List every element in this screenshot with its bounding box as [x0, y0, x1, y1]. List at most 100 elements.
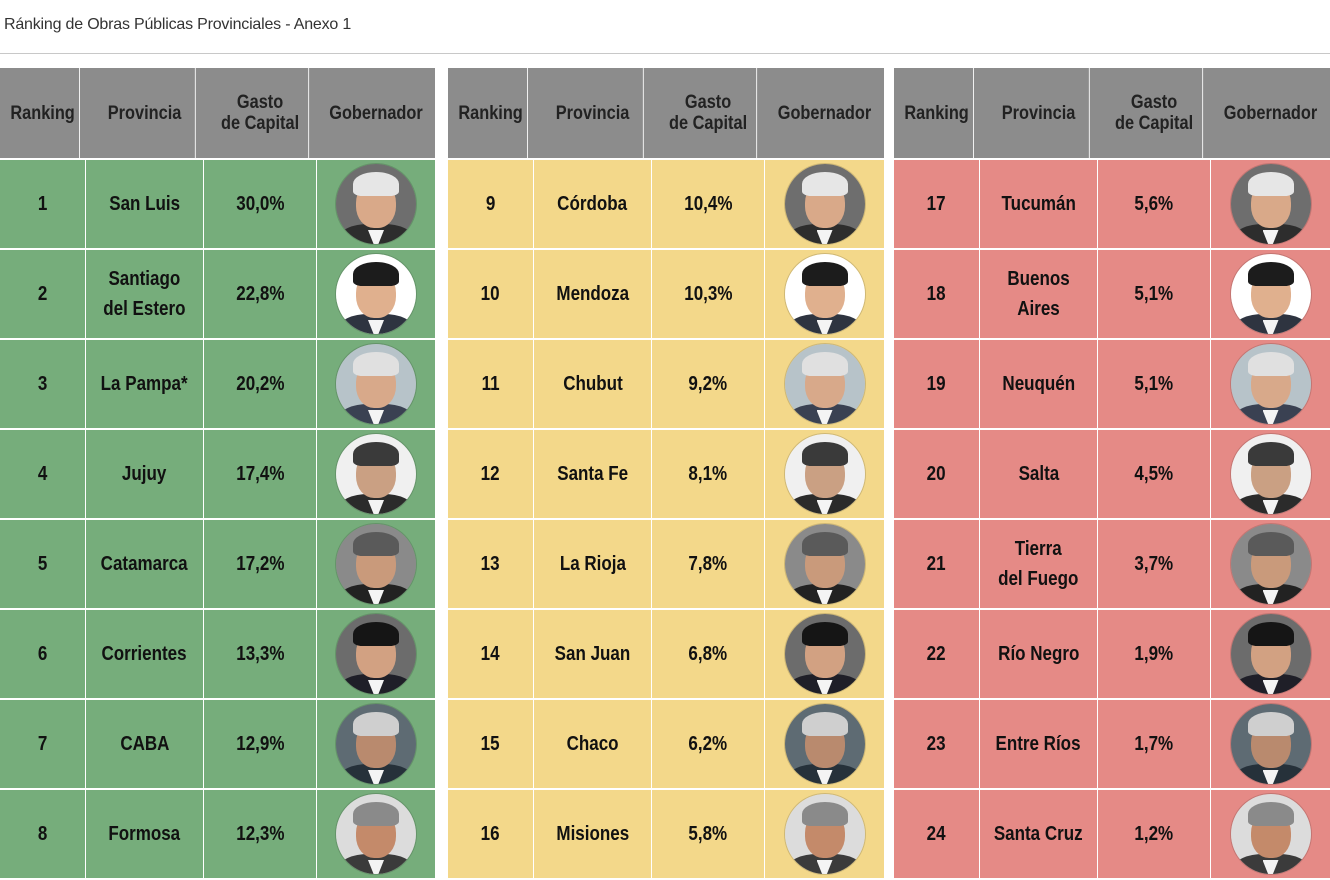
avatar	[1230, 614, 1311, 694]
table-row: 13 La Rioja 7,8%	[448, 520, 884, 610]
table-row: 2 Santiago del Estero 22,8%	[0, 250, 435, 340]
provincia-value: San Luis	[109, 193, 180, 215]
gasto-value: 10,4%	[683, 193, 733, 215]
gasto-cell: 9,2%	[652, 340, 765, 428]
rank-cell: 1	[0, 160, 86, 248]
table-header: Ranking Provincia Gasto de Capital Gobernad…	[448, 68, 884, 160]
provincia-cell: Santa Fe	[534, 430, 652, 518]
header-gasto: Gasto de Capital	[660, 68, 758, 158]
rank-cell: 23	[894, 700, 980, 788]
gasto-cell: 22,8%	[204, 250, 317, 338]
rank-value: 20	[927, 463, 946, 485]
table-row: 4 Jujuy 17,4%	[0, 430, 435, 520]
provincia-value: Corrientes	[101, 643, 188, 665]
title-divider	[0, 53, 1330, 54]
table-row: 11 Chubut 9,2%	[448, 340, 884, 430]
avatar	[1230, 164, 1311, 244]
provincia-value: Buenos Aires	[1007, 268, 1070, 320]
rank-cell: 8	[0, 790, 86, 878]
rank-cell: 11	[448, 340, 534, 428]
avatar	[1230, 254, 1311, 334]
gasto-cell: 12,3%	[204, 790, 317, 878]
rank-value: 19	[927, 373, 946, 395]
provincia-value: Santa Cruz	[994, 823, 1083, 845]
provincia-cell: CABA	[86, 700, 204, 788]
table-row: 20 Salta 4,5%	[894, 430, 1330, 520]
provincia-cell: San Luis	[86, 160, 204, 248]
rank-cell: 3	[0, 340, 86, 428]
rank-cell: 14	[448, 610, 534, 698]
provincia-value: Neuquén	[1002, 373, 1075, 395]
provincia-cell: San Juan	[534, 610, 652, 698]
avatar	[336, 794, 416, 874]
avatar	[336, 524, 416, 604]
rank-cell: 16	[448, 790, 534, 878]
rank-cell: 12	[448, 430, 534, 518]
rank-value: 11	[481, 373, 500, 395]
rank-cell: 2	[0, 250, 86, 338]
rank-cell: 5	[0, 520, 86, 608]
provincia-cell: Mendoza	[534, 250, 652, 338]
gobernador-cell	[765, 610, 884, 698]
rank-value: 2	[37, 283, 48, 305]
table-row: 21 Tierra del Fuego 3,7%	[894, 520, 1330, 610]
gobernador-cell	[1211, 520, 1330, 608]
provincia-cell: Santa Cruz	[980, 790, 1098, 878]
header-rank: Ranking	[900, 68, 974, 158]
gobernador-cell	[765, 430, 884, 518]
gobernador-cell	[317, 340, 435, 428]
header-gobernador: Gobernador	[1223, 102, 1318, 124]
page-title: Ránking de Obras Públicas Provinciales -…	[4, 16, 352, 33]
rank-cell: 19	[894, 340, 980, 428]
table-row: 12 Santa Fe 8,1%	[448, 430, 884, 520]
avatar	[336, 614, 416, 694]
avatar	[336, 254, 416, 334]
ranking-table-red: Ranking Provincia Gasto de Capital Gobernad…	[894, 68, 1330, 878]
gobernador-cell	[1211, 340, 1330, 428]
gasto-value: 5,6%	[1134, 193, 1174, 215]
gasto-value: 1,2%	[1134, 823, 1174, 845]
gobernador-cell	[1211, 610, 1330, 698]
gobernador-cell	[765, 160, 884, 248]
gasto-cell: 17,2%	[204, 520, 317, 608]
gobernador-cell	[1211, 700, 1330, 788]
gasto-value: 5,1%	[1134, 283, 1174, 305]
rank-cell: 6	[0, 610, 86, 698]
rank-value: 14	[481, 643, 500, 665]
gasto-value: 8,1%	[688, 463, 728, 485]
rank-cell: 15	[448, 700, 534, 788]
gasto-value: 7,8%	[688, 553, 728, 575]
table-row: 7 CABA 12,9%	[0, 700, 435, 790]
table-row: 24 Santa Cruz 1,2%	[894, 790, 1330, 878]
gasto-value: 1,9%	[1134, 643, 1174, 665]
header-provincia: Provincia	[988, 68, 1090, 158]
ranking-table-yellow: Ranking Provincia Gasto de Capital Gobernad…	[448, 68, 884, 878]
gasto-cell: 5,1%	[1098, 250, 1211, 338]
provincia-value: Mendoza	[556, 283, 629, 305]
provincia-value: Entre Ríos	[995, 733, 1082, 755]
avatar	[336, 704, 416, 784]
gasto-value: 20,2%	[235, 373, 285, 395]
provincia-value: Santa Fe	[557, 463, 628, 485]
rank-cell: 24	[894, 790, 980, 878]
provincia-value: Misiones	[556, 823, 629, 845]
avatar	[784, 434, 865, 514]
provincia-value: Jujuy	[122, 463, 167, 485]
gasto-cell: 1,7%	[1098, 700, 1211, 788]
provincia-cell: Catamarca	[86, 520, 204, 608]
gobernador-cell	[317, 520, 435, 608]
rank-cell: 9	[448, 160, 534, 248]
gobernador-cell	[317, 250, 435, 338]
table-row: 18 Buenos Aires 5,1%	[894, 250, 1330, 340]
gasto-cell: 30,0%	[204, 160, 317, 248]
provincia-value: Córdoba	[557, 193, 628, 215]
header-gasto: Gasto de Capital	[1106, 68, 1204, 158]
provincia-cell: Córdoba	[534, 160, 652, 248]
gasto-cell: 10,3%	[652, 250, 765, 338]
provincia-cell: La Pampa*	[86, 340, 204, 428]
rank-value: 3	[37, 373, 48, 395]
header-provincia: Provincia	[94, 68, 196, 158]
gobernador-cell	[765, 340, 884, 428]
rank-cell: 17	[894, 160, 980, 248]
gasto-cell: 4,5%	[1098, 430, 1211, 518]
